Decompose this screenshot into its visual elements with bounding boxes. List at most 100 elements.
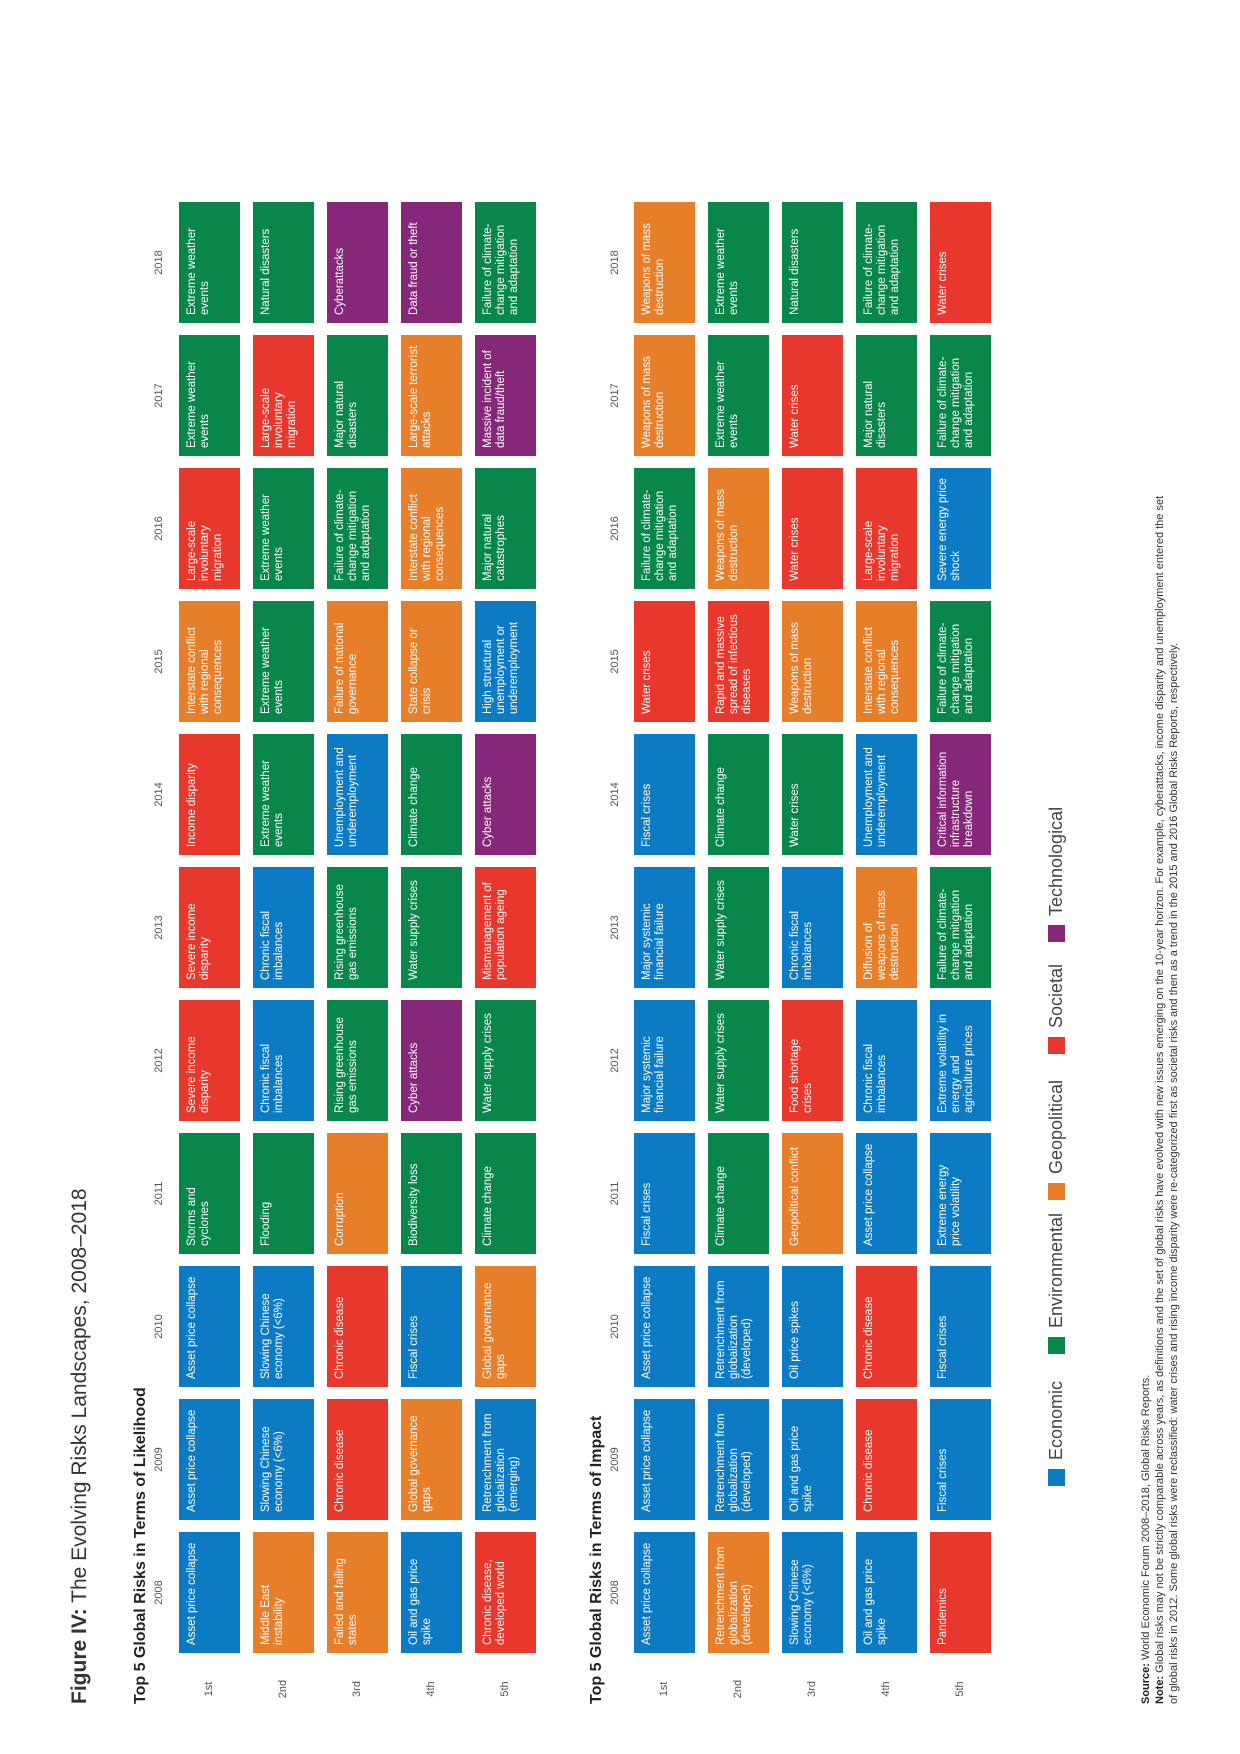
year-label: 2015 <box>153 649 165 674</box>
figure-title-text: The Evolving Risks Landscapes, 2008–2018 <box>68 1188 91 1603</box>
risk-cell: State collapse or crisis <box>401 601 462 722</box>
year-label: 2017 <box>609 383 621 408</box>
year-label: 2009 <box>153 1447 165 1472</box>
year-label: 2010 <box>153 1314 165 1339</box>
risk-cell: Severe energy price shock <box>930 468 991 589</box>
year-label: 2008 <box>153 1580 165 1605</box>
risk-cell: Asset price collapse <box>179 1399 240 1520</box>
source-line: Source: World Economic Forum 2008–2018, … <box>1140 1375 1153 1704</box>
rank-label: 1st <box>658 1681 670 1697</box>
risk-cell: Slowing Chinese economy (<6%) <box>253 1266 314 1387</box>
risk-cell: Chronic disease <box>856 1399 917 1520</box>
risk-cell: Fiscal crises <box>634 734 695 855</box>
risk-cell: Chronic fiscal imbalances <box>253 867 314 988</box>
source-text: World Economic Forum 2008–2018, Global R… <box>1140 1374 1152 1664</box>
legend-label: Technological <box>1046 806 1066 916</box>
risk-cell: Massive incident of data fraud/theft <box>475 335 536 456</box>
risk-cell: High structural unemployment or underemp… <box>475 601 536 722</box>
rank-label: 5th <box>499 1681 511 1697</box>
risk-cell: Extreme weather events <box>253 468 314 589</box>
risk-cell: Major systemic financial failure <box>634 1000 695 1121</box>
year-label: 2016 <box>609 516 621 541</box>
legend-label: Societal <box>1046 963 1066 1028</box>
year-label: 2012 <box>153 1048 165 1073</box>
risk-cell: Failure of climate-change mitigation and… <box>327 468 388 589</box>
risk-cell: Extreme weather events <box>708 202 769 323</box>
figure-title: Figure IV: The Evolving Risks Landscapes… <box>68 1188 92 1704</box>
year-label: 2017 <box>153 383 165 408</box>
year-label: 2012 <box>609 1048 621 1073</box>
rank-label: 2nd <box>277 1679 289 1699</box>
risk-cell: Unemployment and underemployment <box>856 734 917 855</box>
risk-cell: Chronic disease, developed world <box>475 1532 536 1653</box>
risk-cell: Biodiversity loss <box>401 1133 462 1254</box>
risk-cell: Climate change <box>475 1133 536 1254</box>
risk-cell: Retrenchment from globalization (develop… <box>708 1532 769 1653</box>
risk-cell: Extreme weather events <box>253 734 314 855</box>
risk-cell: Critical information infrastructure brea… <box>930 734 991 855</box>
figure-label: Figure IV: <box>68 1608 91 1704</box>
year-label: 2008 <box>609 1580 621 1605</box>
legend-swatch <box>1048 1037 1065 1054</box>
risk-cell: Chronic disease <box>327 1399 388 1520</box>
risk-cell: Oil and gas price spike <box>782 1399 843 1520</box>
year-label: 2013 <box>153 915 165 940</box>
year-label: 2010 <box>609 1314 621 1339</box>
risk-cell: Pandemics <box>930 1532 991 1653</box>
risk-cell: Storms and cyclones <box>179 1133 240 1254</box>
year-label: 2014 <box>153 782 165 807</box>
risk-cell: Climate change <box>401 734 462 855</box>
risk-cell: Water supply crises <box>708 867 769 988</box>
likelihood-title: Top 5 Global Risks in Terms of Likelihoo… <box>132 1387 149 1704</box>
risk-cell: Weapons of mass destruction <box>634 335 695 456</box>
risk-cell: Water crises <box>782 335 843 456</box>
risk-cell: Cyberattacks <box>327 202 388 323</box>
risk-cell: Weapons of mass destruction <box>634 202 695 323</box>
legend-item: Societal <box>1046 964 1067 1054</box>
risk-cell: Extreme weather events <box>708 335 769 456</box>
legend-label: Environmental <box>1046 1212 1066 1328</box>
note-line-2: of global risks in 2012. Some global ris… <box>1168 642 1180 1704</box>
rank-label: 4th <box>425 1681 437 1697</box>
risk-cell: Climate change <box>708 1133 769 1254</box>
risk-cell: Asset price collapse <box>634 1532 695 1653</box>
risk-cell: Fiscal crises <box>401 1266 462 1387</box>
risk-cell: Interstate conflict with regional conseq… <box>856 601 917 722</box>
rank-label: 5th <box>954 1681 966 1697</box>
risk-cell: Chronic fiscal imbalances <box>253 1000 314 1121</box>
risk-cell: Chronic fiscal imbalances <box>782 867 843 988</box>
legend-swatch <box>1048 1469 1065 1486</box>
risk-cell: Slowing Chinese economy (<6%) <box>782 1532 843 1653</box>
risk-cell: Chronic disease <box>327 1266 388 1387</box>
risk-cell: Rising greenhouse gas emissions <box>327 867 388 988</box>
risk-cell: Oil and gas price spike <box>856 1532 917 1653</box>
risk-cell: Retrenchment from globalization (emergin… <box>475 1399 536 1520</box>
risk-cell: Unemployment and underemployment <box>327 734 388 855</box>
risk-cell: Asset price collapse <box>179 1266 240 1387</box>
year-label: 2018 <box>153 250 165 275</box>
note-line-1: Note: Global risks may not be strictly c… <box>1154 496 1167 1704</box>
risk-cell: Geopolitical conflict <box>782 1133 843 1254</box>
legend-swatch <box>1048 1183 1065 1200</box>
year-label: 2011 <box>153 1181 165 1206</box>
risk-cell: Severe income disparity <box>179 1000 240 1121</box>
risk-cell: Oil and gas price spike <box>401 1532 462 1653</box>
risk-cell: Cyber attacks <box>475 734 536 855</box>
risk-cell: Global governance gaps <box>475 1266 536 1387</box>
risk-cell: Failure of climate-change mitigation and… <box>475 202 536 323</box>
legend-label: Geopolitical <box>1046 1079 1066 1174</box>
risk-cell: Water crises <box>782 734 843 855</box>
risk-cell: Rising greenhouse gas emissions <box>327 1000 388 1121</box>
risk-cell: Failure of climate-change mitigation and… <box>930 601 991 722</box>
year-label: 2014 <box>609 782 621 807</box>
year-label: 2016 <box>153 516 165 541</box>
risk-cell: Water supply crises <box>708 1000 769 1121</box>
risk-cell: Middle East instability <box>253 1532 314 1653</box>
legend-item: Economic <box>1046 1381 1067 1486</box>
risk-cell: Failure of climate-change mitigation and… <box>930 335 991 456</box>
risk-cell: Failure of climate-change mitigation and… <box>930 867 991 988</box>
source-label: Source: <box>1140 1663 1152 1704</box>
risk-cell: Food shortage crises <box>782 1000 843 1121</box>
risk-cell: Fiscal crises <box>634 1133 695 1254</box>
